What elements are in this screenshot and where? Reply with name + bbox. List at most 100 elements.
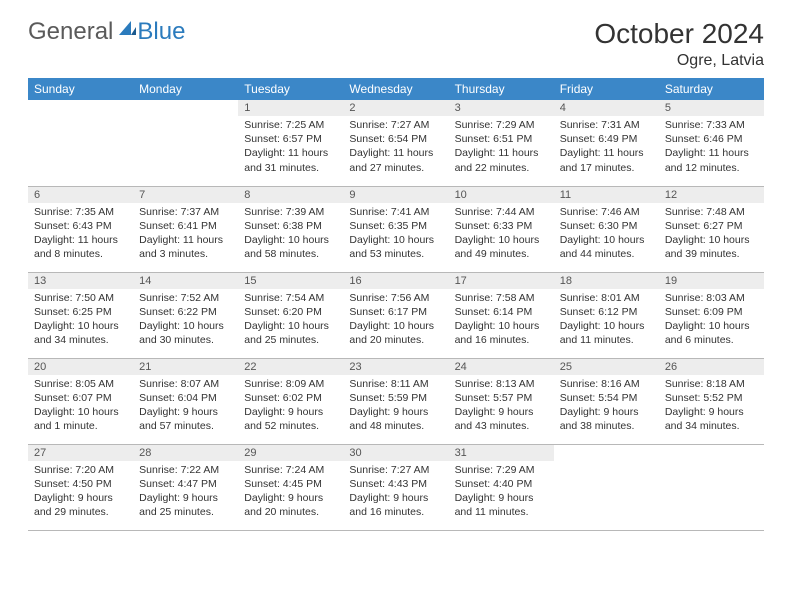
daylight-text: Daylight: 10 hours and 53 minutes. <box>349 233 442 261</box>
sunset-text: Sunset: 4:43 PM <box>349 477 442 491</box>
sunrise-text: Sunrise: 7:29 AM <box>455 118 548 132</box>
daylight-text: Daylight: 10 hours and 39 minutes. <box>665 233 758 261</box>
sunrise-text: Sunrise: 8:16 AM <box>560 377 653 391</box>
calendar-week-row: 13Sunrise: 7:50 AMSunset: 6:25 PMDayligh… <box>28 272 764 358</box>
day-details: Sunrise: 7:41 AMSunset: 6:35 PMDaylight:… <box>343 203 448 266</box>
day-number: 17 <box>449 273 554 289</box>
daylight-text: Daylight: 11 hours and 17 minutes. <box>560 146 653 174</box>
daylight-text: Daylight: 9 hours and 34 minutes. <box>665 405 758 433</box>
calendar-day-cell: 7Sunrise: 7:37 AMSunset: 6:41 PMDaylight… <box>133 186 238 272</box>
calendar-week-row: 1Sunrise: 7:25 AMSunset: 6:57 PMDaylight… <box>28 100 764 186</box>
sunset-text: Sunset: 6:54 PM <box>349 132 442 146</box>
sunset-text: Sunset: 4:40 PM <box>455 477 548 491</box>
day-details: Sunrise: 7:39 AMSunset: 6:38 PMDaylight:… <box>238 203 343 266</box>
day-details: Sunrise: 8:13 AMSunset: 5:57 PMDaylight:… <box>449 375 554 438</box>
daylight-text: Daylight: 9 hours and 52 minutes. <box>244 405 337 433</box>
day-details: Sunrise: 8:18 AMSunset: 5:52 PMDaylight:… <box>659 375 764 438</box>
sunset-text: Sunset: 6:25 PM <box>34 305 127 319</box>
calendar-day-cell: 29Sunrise: 7:24 AMSunset: 4:45 PMDayligh… <box>238 444 343 530</box>
daylight-text: Daylight: 11 hours and 31 minutes. <box>244 146 337 174</box>
weekday-header: Thursday <box>449 78 554 100</box>
calendar-day-cell: 18Sunrise: 8:01 AMSunset: 6:12 PMDayligh… <box>554 272 659 358</box>
daylight-text: Daylight: 11 hours and 12 minutes. <box>665 146 758 174</box>
daylight-text: Daylight: 11 hours and 3 minutes. <box>139 233 232 261</box>
sunrise-text: Sunrise: 8:13 AM <box>455 377 548 391</box>
daylight-text: Daylight: 11 hours and 27 minutes. <box>349 146 442 174</box>
day-number: 22 <box>238 359 343 375</box>
sunset-text: Sunset: 6:20 PM <box>244 305 337 319</box>
calendar-week-row: 27Sunrise: 7:20 AMSunset: 4:50 PMDayligh… <box>28 444 764 530</box>
calendar-day-cell <box>659 444 764 530</box>
calendar-day-cell: 22Sunrise: 8:09 AMSunset: 6:02 PMDayligh… <box>238 358 343 444</box>
daylight-text: Daylight: 9 hours and 11 minutes. <box>455 491 548 519</box>
day-number: 27 <box>28 445 133 461</box>
logo-sail-icon <box>117 19 137 39</box>
sunset-text: Sunset: 6:51 PM <box>455 132 548 146</box>
daylight-text: Daylight: 9 hours and 29 minutes. <box>34 491 127 519</box>
day-details: Sunrise: 7:48 AMSunset: 6:27 PMDaylight:… <box>659 203 764 266</box>
daylight-text: Daylight: 10 hours and 20 minutes. <box>349 319 442 347</box>
day-number: 31 <box>449 445 554 461</box>
day-number: 2 <box>343 100 448 116</box>
calendar-day-cell: 23Sunrise: 8:11 AMSunset: 5:59 PMDayligh… <box>343 358 448 444</box>
sunset-text: Sunset: 4:47 PM <box>139 477 232 491</box>
sunrise-text: Sunrise: 7:56 AM <box>349 291 442 305</box>
daylight-text: Daylight: 9 hours and 43 minutes. <box>455 405 548 433</box>
day-number: 13 <box>28 273 133 289</box>
weekday-header: Friday <box>554 78 659 100</box>
weekday-header: Tuesday <box>238 78 343 100</box>
day-number: 28 <box>133 445 238 461</box>
calendar-day-cell: 16Sunrise: 7:56 AMSunset: 6:17 PMDayligh… <box>343 272 448 358</box>
calendar-table: Sunday Monday Tuesday Wednesday Thursday… <box>28 78 764 531</box>
sunrise-text: Sunrise: 7:46 AM <box>560 205 653 219</box>
daylight-text: Daylight: 10 hours and 1 minute. <box>34 405 127 433</box>
day-details: Sunrise: 8:16 AMSunset: 5:54 PMDaylight:… <box>554 375 659 438</box>
sunrise-text: Sunrise: 7:29 AM <box>455 463 548 477</box>
title-block: October 2024 Ogre, Latvia <box>594 18 764 70</box>
day-number: 12 <box>659 187 764 203</box>
calendar-day-cell: 5Sunrise: 7:33 AMSunset: 6:46 PMDaylight… <box>659 100 764 186</box>
daylight-text: Daylight: 10 hours and 30 minutes. <box>139 319 232 347</box>
day-number: 9 <box>343 187 448 203</box>
day-details: Sunrise: 7:29 AMSunset: 4:40 PMDaylight:… <box>449 461 554 524</box>
day-number: 4 <box>554 100 659 116</box>
day-number: 14 <box>133 273 238 289</box>
calendar-day-cell: 19Sunrise: 8:03 AMSunset: 6:09 PMDayligh… <box>659 272 764 358</box>
weekday-header: Saturday <box>659 78 764 100</box>
day-number: 19 <box>659 273 764 289</box>
daylight-text: Daylight: 9 hours and 16 minutes. <box>349 491 442 519</box>
day-number: 23 <box>343 359 448 375</box>
sunset-text: Sunset: 5:54 PM <box>560 391 653 405</box>
sunset-text: Sunset: 6:14 PM <box>455 305 548 319</box>
day-number: 8 <box>238 187 343 203</box>
calendar-day-cell: 17Sunrise: 7:58 AMSunset: 6:14 PMDayligh… <box>449 272 554 358</box>
day-number: 21 <box>133 359 238 375</box>
calendar-day-cell: 11Sunrise: 7:46 AMSunset: 6:30 PMDayligh… <box>554 186 659 272</box>
daylight-text: Daylight: 9 hours and 20 minutes. <box>244 491 337 519</box>
calendar-day-cell: 3Sunrise: 7:29 AMSunset: 6:51 PMDaylight… <box>449 100 554 186</box>
brand-part2: Blue <box>137 18 185 46</box>
month-title: October 2024 <box>594 18 764 50</box>
daylight-text: Daylight: 10 hours and 58 minutes. <box>244 233 337 261</box>
day-number: 25 <box>554 359 659 375</box>
calendar-day-cell <box>133 100 238 186</box>
calendar-day-cell: 1Sunrise: 7:25 AMSunset: 6:57 PMDaylight… <box>238 100 343 186</box>
sunset-text: Sunset: 6:09 PM <box>665 305 758 319</box>
sunrise-text: Sunrise: 8:01 AM <box>560 291 653 305</box>
day-number: 15 <box>238 273 343 289</box>
weekday-header-row: Sunday Monday Tuesday Wednesday Thursday… <box>28 78 764 100</box>
sunset-text: Sunset: 5:52 PM <box>665 391 758 405</box>
calendar-day-cell: 10Sunrise: 7:44 AMSunset: 6:33 PMDayligh… <box>449 186 554 272</box>
sunrise-text: Sunrise: 7:33 AM <box>665 118 758 132</box>
sunset-text: Sunset: 6:04 PM <box>139 391 232 405</box>
sunset-text: Sunset: 4:50 PM <box>34 477 127 491</box>
sunrise-text: Sunrise: 7:20 AM <box>34 463 127 477</box>
sunrise-text: Sunrise: 7:41 AM <box>349 205 442 219</box>
sunset-text: Sunset: 6:12 PM <box>560 305 653 319</box>
day-details: Sunrise: 7:56 AMSunset: 6:17 PMDaylight:… <box>343 289 448 352</box>
daylight-text: Daylight: 10 hours and 11 minutes. <box>560 319 653 347</box>
day-number: 20 <box>28 359 133 375</box>
daylight-text: Daylight: 9 hours and 48 minutes. <box>349 405 442 433</box>
sunset-text: Sunset: 5:59 PM <box>349 391 442 405</box>
sunset-text: Sunset: 6:41 PM <box>139 219 232 233</box>
